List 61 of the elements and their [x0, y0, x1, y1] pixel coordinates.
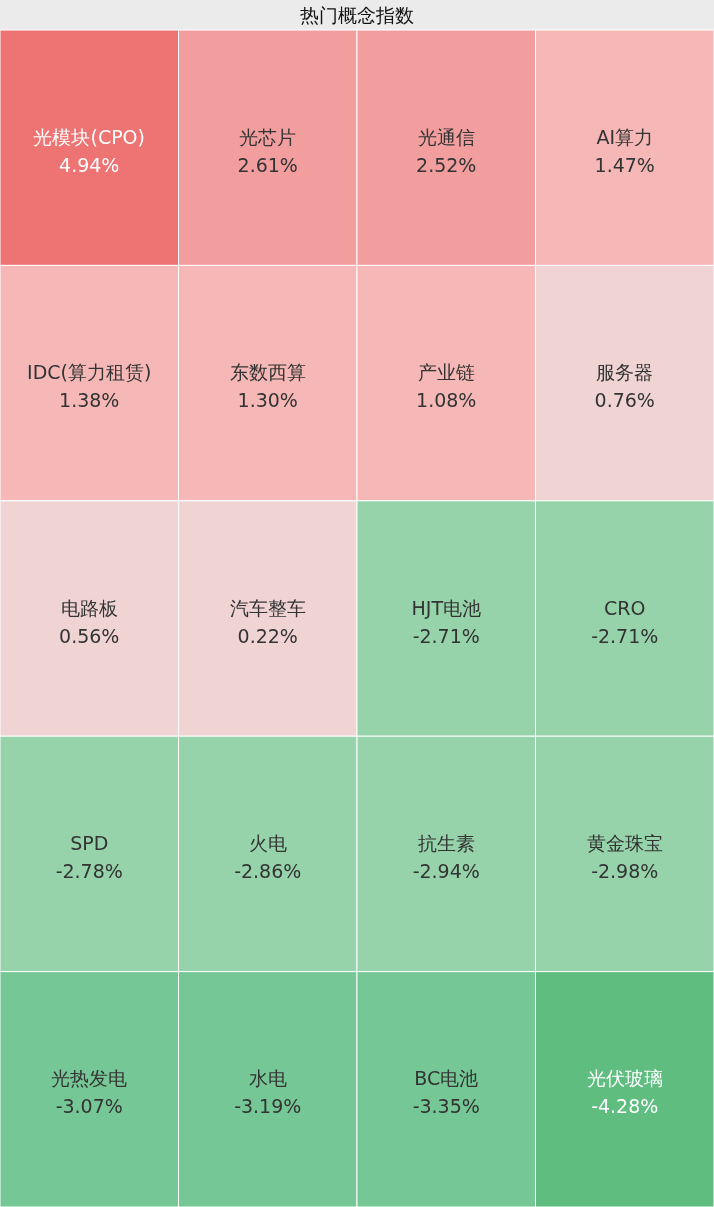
- category-label: 产业链: [417, 361, 475, 384]
- data-label: -3.19%: [234, 1095, 302, 1118]
- cell: SPD -2.78%: [0, 735, 179, 973]
- category-label: 服务器: [596, 361, 654, 384]
- data-label: 1.38%: [59, 389, 120, 412]
- data-label: 1.30%: [237, 389, 298, 412]
- category-label: 电路板: [60, 596, 118, 619]
- category-label: 抗生素: [417, 831, 475, 854]
- category-label: 光通信: [417, 125, 475, 148]
- category-label: CRO: [604, 596, 646, 619]
- cell: 抗生素 -2.94%: [356, 735, 536, 973]
- category-label: BC电池: [414, 1067, 479, 1090]
- cell: 东数西算 1.30%: [178, 264, 358, 502]
- data-label: 0.22%: [237, 624, 298, 647]
- cell: CRO -2.71%: [535, 500, 714, 737]
- category-label: 光伏玻璃: [586, 1067, 663, 1090]
- cell: 火电 -2.86%: [178, 735, 358, 973]
- category-label: IDC(算力租赁): [27, 361, 152, 384]
- data-label: -2.78%: [55, 859, 123, 882]
- cell: 光模块(CPO) 4.94%: [0, 29, 179, 266]
- category-label: 光芯片: [239, 125, 297, 148]
- category-label: 水电: [248, 1067, 287, 1090]
- cell: 光芯片 2.61%: [178, 29, 358, 266]
- cell: AI算力 1.47%: [535, 29, 714, 266]
- data-label: 2.52%: [416, 153, 477, 176]
- cell: 水电 -3.19%: [178, 971, 358, 1207]
- category-label: 汽车整车: [229, 596, 306, 619]
- data-label: 2.61%: [237, 153, 298, 176]
- data-label: -2.86%: [234, 859, 302, 882]
- category-label: SPD: [70, 831, 109, 854]
- data-label: -3.07%: [55, 1095, 123, 1118]
- cell: 黄金珠宝 -2.98%: [535, 735, 714, 973]
- cell: BC电池 -3.35%: [356, 971, 536, 1207]
- text: 热门概念指数: [300, 4, 414, 26]
- data-label: 0.56%: [59, 624, 120, 647]
- category-label: 东数西算: [229, 361, 306, 384]
- data-label: 0.76%: [594, 389, 655, 412]
- data-label: -2.71%: [412, 624, 480, 647]
- cell: 汽车整车 0.22%: [178, 500, 358, 737]
- data-label: 1.08%: [416, 389, 477, 412]
- data-label: 4.94%: [59, 153, 120, 176]
- category-label: AI算力: [596, 125, 654, 148]
- data-label: -2.98%: [591, 859, 659, 882]
- data-label: -4.28%: [591, 1095, 659, 1118]
- category-label: 黄金珠宝: [586, 831, 663, 854]
- cell: HJT电池 -2.71%: [356, 500, 536, 737]
- category-label: 火电: [248, 831, 287, 854]
- data-label: -3.35%: [412, 1095, 480, 1118]
- data-label: -2.71%: [591, 624, 659, 647]
- cell: 电路板 0.56%: [0, 500, 179, 737]
- cell: 光伏玻璃 -4.28%: [535, 971, 714, 1207]
- data-label: 1.47%: [594, 153, 655, 176]
- data-label: -2.94%: [412, 859, 480, 882]
- cell: IDC(算力租赁) 1.38%: [0, 264, 179, 502]
- category-label: 光热发电: [51, 1067, 128, 1090]
- cell: 光热发电 -3.07%: [0, 971, 179, 1207]
- cell: 光通信 2.52%: [356, 29, 536, 266]
- cell: 产业链 1.08%: [356, 264, 536, 502]
- category-label: 光模块(CPO): [33, 125, 146, 148]
- category-label: HJT电池: [411, 596, 481, 619]
- cell: 服务器 0.76%: [535, 264, 714, 502]
